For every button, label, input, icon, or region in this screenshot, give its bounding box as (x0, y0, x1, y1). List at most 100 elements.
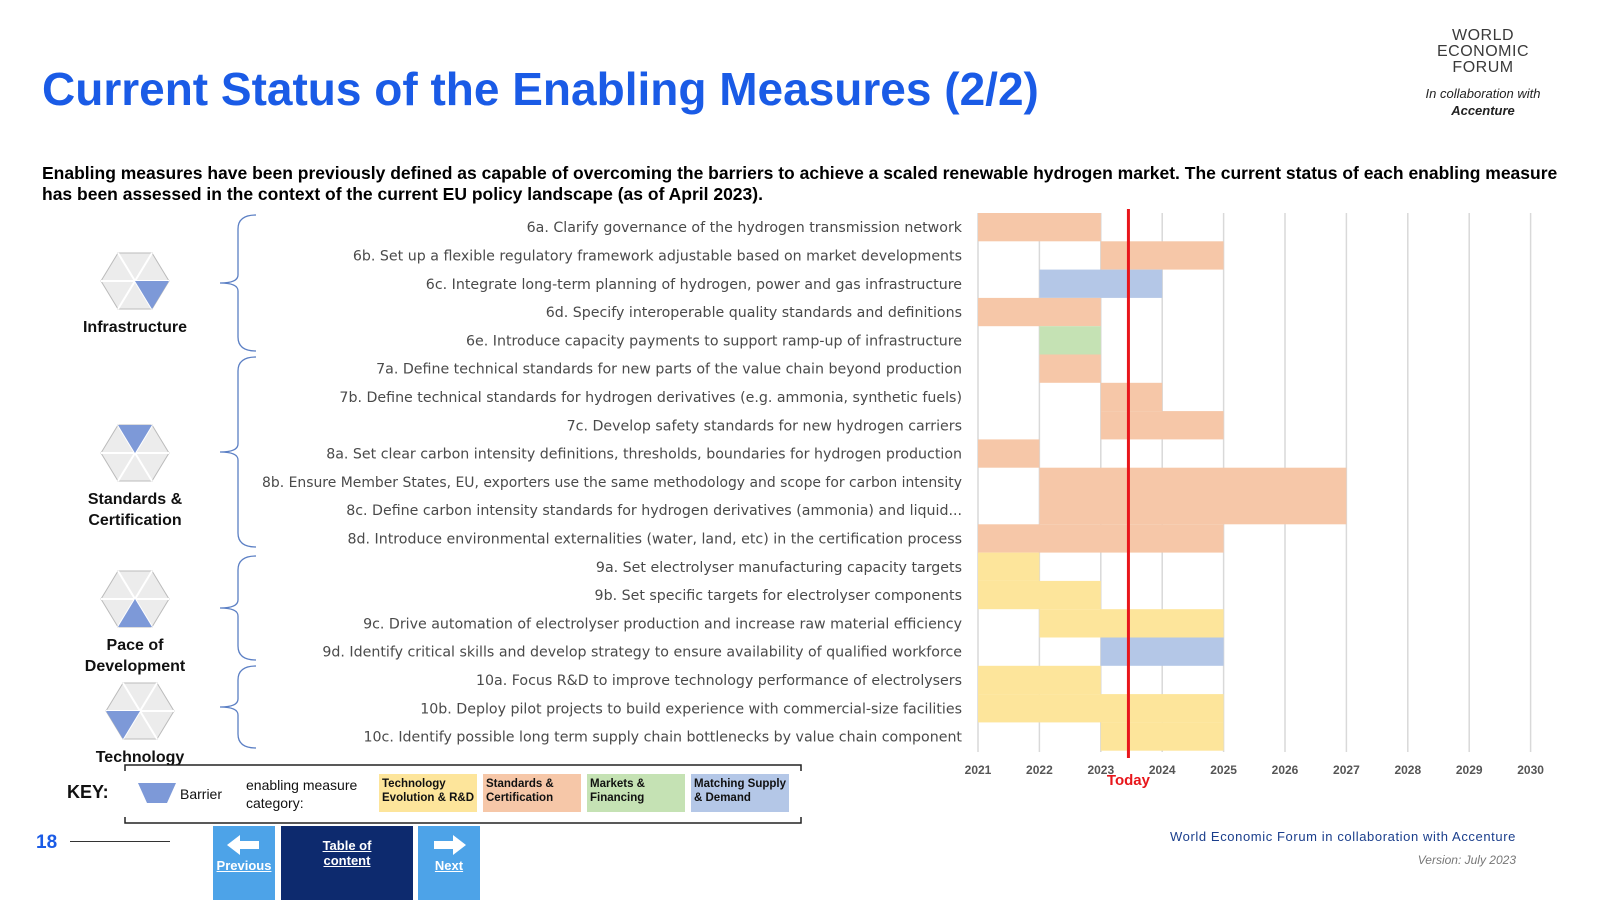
gantt-bar (1100, 722, 1224, 751)
toc-label: Table of content (322, 838, 372, 868)
task-label: 9d. Identify critical skills and develop… (322, 645, 962, 661)
gantt-bar (1039, 326, 1101, 355)
task-label: 7a. Define technical standards for new p… (376, 362, 962, 378)
key-matching: Matching Supply & Demand (691, 774, 789, 812)
x-tick-label: 2022 (1026, 763, 1053, 777)
task-label: 10a. Focus R&D to improve technology per… (476, 673, 962, 689)
gantt-bar (1039, 269, 1163, 298)
x-tick-label: 2025 (1210, 763, 1237, 777)
key-title: KEY: (67, 782, 109, 802)
task-label: 8b. Ensure Member States, EU, exporters … (262, 475, 962, 491)
footer-credit: World Economic Forum in collaboration wi… (1170, 829, 1516, 844)
logo-line-1: WORLD (1451, 27, 1515, 44)
previous-label: Previous (216, 858, 272, 873)
task-label: 7c. Develop safety standards for new hyd… (567, 418, 962, 434)
gantt-bar (978, 213, 1101, 242)
task-label: 7b. Define technical standards for hydro… (339, 390, 962, 406)
page-divider (70, 841, 170, 842)
x-tick-label: 2021 (965, 763, 992, 777)
next-label: Next (434, 858, 464, 873)
key-technology: Technology Evolution & R&D (379, 774, 477, 812)
key-standards: Standards & Certification (483, 774, 581, 812)
gantt-bar (1039, 609, 1224, 638)
key-category-label: enabling measure category: (246, 777, 358, 811)
hexagon-icon (105, 682, 175, 740)
today-label: Today (1107, 772, 1151, 789)
logo-line-2: ECONOMIC (1437, 43, 1529, 60)
legend-key: KEY: Barrier enabling measure category: … (67, 764, 802, 824)
group-pace: Pace of Development (35, 568, 235, 677)
bar-layer (978, 213, 1347, 751)
task-label: 6c. Integrate long-term planning of hydr… (426, 277, 962, 293)
barrier-icon (138, 783, 176, 803)
x-tick-label: 2028 (1394, 763, 1421, 777)
brace-infrastructure (219, 214, 257, 352)
brace-pace (219, 555, 257, 661)
gantt-bar (1039, 354, 1101, 383)
logo-collab-text: In collaboration with (1425, 86, 1541, 101)
x-tick-label: 2027 (1333, 763, 1360, 777)
key-bracket (124, 764, 802, 824)
x-tick-label: 2029 (1456, 763, 1483, 777)
footer-version: Version: July 2023 (1417, 853, 1516, 867)
task-label: 10b. Deploy pilot projects to build expe… (420, 701, 962, 717)
hexagon-icon (100, 570, 170, 628)
group-label: Infrastructure (82, 319, 188, 336)
group-label: Standards & Certification (87, 491, 183, 529)
page-number: 18 (36, 832, 58, 853)
x-tick-label: 2026 (1272, 763, 1299, 777)
group-label: Technology (95, 749, 185, 766)
task-label: 9a. Set electrolyser manufacturing capac… (596, 560, 962, 576)
gantt-bar (1100, 382, 1163, 412)
group-standards: Standards & Certification (35, 422, 235, 531)
decor-layer (219, 214, 257, 749)
gantt-bar (1100, 411, 1224, 440)
label-layer: 6a. Clarify governance of the hydrogen t… (262, 220, 963, 745)
task-label: 6e. Introduce capacity payments to suppo… (466, 333, 962, 349)
hexagon-icon (100, 252, 170, 310)
arrow-left-icon (227, 835, 259, 855)
key-markets: Markets & Financing (587, 774, 685, 812)
x-tick-label: 2024 (1149, 763, 1176, 777)
gantt-bar (978, 552, 1040, 581)
logo-partner: Accenture (1451, 103, 1515, 118)
logo-line-3: FORUM (1452, 59, 1514, 76)
task-label: 6b. Set up a flexible regulatory framewo… (353, 248, 962, 264)
next-button[interactable]: Next (418, 826, 480, 900)
key-barrier-label: Barrier (180, 786, 223, 802)
group-technology: Technology (40, 680, 240, 768)
today-layer: Today (1107, 209, 1151, 789)
gantt-bar (978, 665, 1101, 695)
gantt-bar (1100, 637, 1224, 666)
task-label: 8d. Introduce environmental externalitie… (348, 531, 963, 547)
wef-logo: WORLD ECONOMIC FORUM In collaboration wi… (1408, 27, 1558, 119)
task-label: 9b. Set specific targets for electrolyse… (595, 588, 962, 604)
task-label: 9c. Drive automation of electrolyser pro… (363, 616, 962, 632)
page-title: Current Status of the Enabling Measures … (42, 63, 1039, 115)
task-label: 6a. Clarify governance of the hydrogen t… (527, 220, 963, 236)
task-label: 6d. Specify interoperable quality standa… (546, 305, 962, 321)
gantt-bar (978, 580, 1101, 610)
previous-button[interactable]: Previous (213, 826, 275, 900)
task-label: 8a. Set clear carbon intensity definitio… (326, 447, 962, 463)
gantt-bar (1039, 467, 1347, 496)
group-label: Pace of Development (84, 637, 186, 675)
group-infrastructure: Infrastructure (35, 250, 235, 338)
gantt-bar (978, 524, 1224, 553)
task-label: 10c. Identify possible long term supply … (363, 730, 962, 746)
table-of-content-button[interactable]: Table of content (281, 826, 413, 900)
gantt-bar (1100, 241, 1224, 270)
gantt-bar (978, 694, 1224, 723)
x-tick-label: 2023 (1087, 763, 1114, 777)
brace-technology (219, 665, 257, 749)
hexagon-icon (100, 424, 170, 482)
x-tick-label: 2030 (1517, 763, 1544, 777)
arrow-right-icon (434, 835, 466, 855)
brace-standards (219, 356, 257, 548)
task-label: 8c. Define carbon intensity standards fo… (346, 503, 962, 519)
gantt-bar (1039, 496, 1347, 525)
gantt-bar (978, 439, 1040, 468)
page-subtitle: Enabling measures have been previously d… (42, 163, 1558, 204)
gantt-bar (978, 297, 1101, 327)
